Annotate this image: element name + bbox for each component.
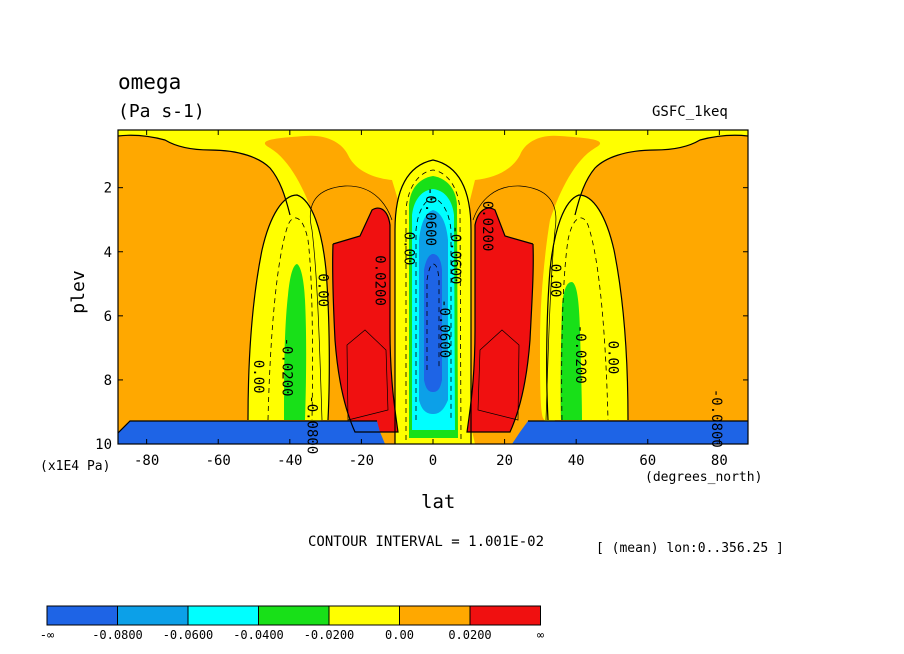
y-tick-label: 10 bbox=[95, 437, 112, 453]
colorbar-swatch bbox=[46, 605, 118, 626]
contour-dashed-right bbox=[561, 217, 609, 421]
contour-zero-left bbox=[247, 194, 330, 421]
contour-red-right-outline bbox=[466, 207, 534, 433]
contour-thin-right-2 bbox=[477, 329, 520, 421]
contour-dashed bbox=[267, 169, 609, 441]
y-tick-label: 2 bbox=[104, 181, 112, 197]
contour-label: -0.0600 bbox=[422, 187, 438, 246]
colorbar-label: -0.0400 bbox=[233, 628, 284, 642]
contour-thin bbox=[310, 185, 557, 421]
colorbar-label: 0.00 bbox=[385, 628, 414, 642]
colorbar-label: -0.0800 bbox=[92, 628, 143, 642]
y-scale-note: (x1E4 Pa) bbox=[40, 459, 111, 474]
x-tick-label: 40 bbox=[568, 453, 585, 469]
field-blue-bottom-left bbox=[118, 421, 385, 444]
field-blue-bottom-right bbox=[512, 421, 748, 444]
contour-label: 0.00 bbox=[314, 273, 330, 307]
colorbar-label: -0.0600 bbox=[163, 628, 214, 642]
colorbar-label: ∞ bbox=[537, 628, 544, 642]
field-red-right bbox=[467, 208, 534, 432]
colorbar-swatch bbox=[187, 605, 259, 626]
contour-lines bbox=[118, 134, 748, 444]
axes: -80 -60 -40 -20 0 20 40 60 80 2 4 6 8 10 plev bbox=[68, 130, 748, 469]
field-green-left bbox=[284, 264, 307, 420]
contour-dashed-center-2 bbox=[415, 197, 452, 420]
contour-zero-center bbox=[394, 159, 472, 444]
x-tick-label: 0 bbox=[429, 453, 437, 469]
contour-label: -0.0200 bbox=[279, 338, 295, 397]
y-axis-label: plev bbox=[68, 270, 89, 313]
x-tick-label: 60 bbox=[639, 453, 656, 469]
contour-label: -0.0800 bbox=[304, 395, 320, 454]
x-tick-label: -80 bbox=[134, 453, 159, 469]
colorbar-swatch bbox=[328, 605, 400, 626]
chart-title: omega bbox=[118, 70, 182, 94]
x-tick-label: 20 bbox=[496, 453, 513, 469]
contour-dashed-center-1 bbox=[405, 169, 462, 441]
x-units-label: (degrees_north) bbox=[645, 470, 763, 485]
contour-label: 0.00 bbox=[250, 360, 266, 394]
y-tick-label: 8 bbox=[104, 373, 112, 389]
contour-interval-note: CONTOUR INTERVAL = 1.001E-02 bbox=[308, 534, 545, 550]
colorbar-label: 0.0200 bbox=[448, 628, 491, 642]
contour-label: 0.0200 bbox=[479, 201, 495, 252]
contour-label: 0.00 bbox=[547, 264, 563, 298]
x-tick-label: 80 bbox=[711, 453, 728, 469]
contour-label: -0.0800 bbox=[708, 389, 724, 448]
contour-zero-top bbox=[118, 134, 748, 216]
colorbar-label: -0.0200 bbox=[304, 628, 355, 642]
colorbar-swatch bbox=[258, 605, 330, 626]
x-tick-label: -60 bbox=[206, 453, 231, 469]
contour-label: -0.0600 bbox=[447, 225, 463, 284]
contour-label: -0.0200 bbox=[572, 325, 588, 384]
y-tick-label: 6 bbox=[104, 309, 112, 325]
contour-thin-left-2 bbox=[346, 329, 389, 421]
field-blue-core bbox=[424, 254, 442, 392]
x-tick-label: -40 bbox=[277, 453, 302, 469]
contour-dashed-left bbox=[267, 217, 313, 421]
contour-label: -0.0600 bbox=[436, 299, 452, 358]
chart-units: (Pa s-1) bbox=[118, 101, 205, 122]
colorbar-swatch bbox=[399, 605, 471, 626]
contour-labels: 0.000.00 -0.0200-0.08000.02000.00-0.0600-… bbox=[250, 187, 724, 454]
colorbar-label: -∞ bbox=[40, 628, 54, 642]
x-tick-label: -20 bbox=[349, 453, 374, 469]
contour-red-left-outline bbox=[332, 207, 399, 433]
contour-label: 0.0200 bbox=[372, 255, 388, 306]
dataset-label: GSFC_1keq bbox=[652, 104, 728, 120]
y-tick-label: 4 bbox=[104, 245, 112, 261]
colorbar-swatch bbox=[117, 605, 189, 626]
colorbar: -∞ -0.0800 -0.0600 -0.0400 -0.0200 0.00 0.0200… bbox=[40, 605, 544, 642]
contour-thin-right-1 bbox=[472, 185, 557, 421]
contour-field bbox=[118, 130, 748, 444]
contour-zero-right bbox=[546, 194, 629, 421]
field-red-left bbox=[332, 208, 398, 432]
mean-note: [ (mean) lon:0..356.25 ] bbox=[596, 541, 784, 556]
contour-dashed-center-3 bbox=[426, 263, 440, 370]
contour-label: 0.00 bbox=[604, 341, 620, 375]
colorbar-swatch bbox=[469, 605, 541, 626]
x-axis-label: lat bbox=[421, 491, 456, 513]
contour-label: 0.00 bbox=[400, 232, 416, 266]
contour-thin-left-1 bbox=[310, 185, 393, 421]
contour-bottom-left bbox=[118, 420, 377, 434]
field-green-right bbox=[560, 282, 582, 420]
